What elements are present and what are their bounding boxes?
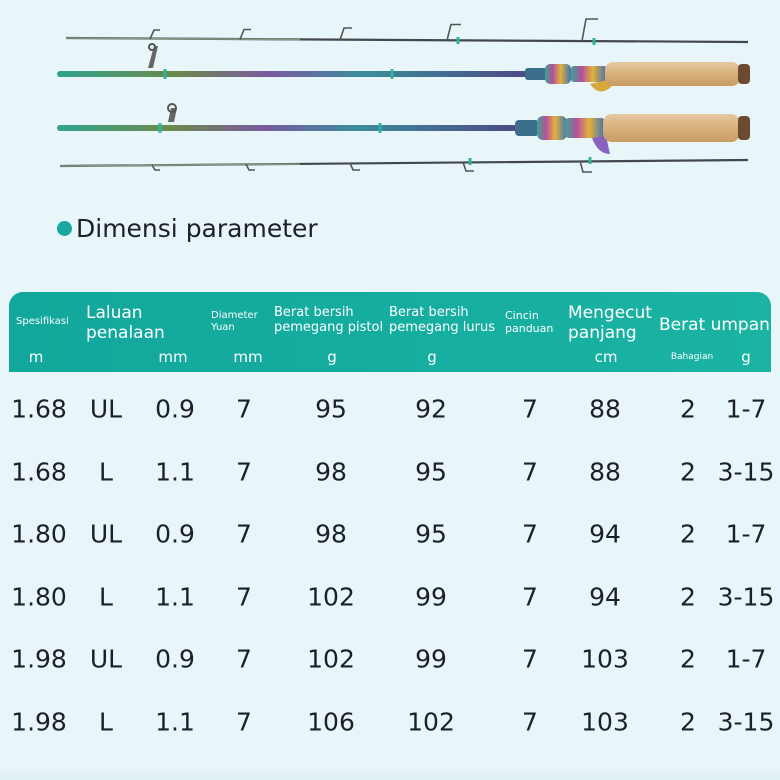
cell-col-9-range: 3-15 bbox=[717, 707, 775, 737]
unit-berat-lurus: g bbox=[427, 348, 437, 366]
table-row: 1.98 L 1.1 7 106 102 7 103 2 3-15 bbox=[0, 691, 780, 754]
cell-spesifikasi: 1.98 bbox=[11, 707, 67, 737]
header-mengecut-panjang: Mengecut panjang bbox=[568, 303, 652, 343]
cell-col-9-range: 1-7 bbox=[725, 394, 767, 424]
cell-bahagian: 94 bbox=[589, 582, 621, 612]
cell-berat-umpan: 2 bbox=[680, 644, 696, 674]
cell-col-9-range: 3-15 bbox=[717, 457, 775, 487]
cell-berat-lurus: 102 bbox=[307, 644, 355, 674]
cell-cincin: 92 bbox=[415, 394, 447, 424]
cell-bahagian: 103 bbox=[581, 707, 629, 737]
header-spesifikasi: Spesifikasi bbox=[16, 316, 69, 327]
cell-spesifikasi: 1.80 bbox=[11, 519, 67, 549]
unit-mengecut: cm bbox=[594, 348, 618, 366]
cell-laluan: L bbox=[99, 457, 113, 487]
cell-cincin: 99 bbox=[415, 644, 447, 674]
cell-diameter: 0.9 bbox=[155, 519, 195, 549]
cell-berat-umpan: 2 bbox=[680, 394, 696, 424]
cell-berat-pistol: 7 bbox=[236, 519, 252, 549]
cell-laluan: L bbox=[99, 707, 113, 737]
cell-laluan: UL bbox=[89, 644, 123, 674]
header-diameter-yuan: Diameter Yuan bbox=[211, 310, 258, 333]
cell-col-9-range: 3-15 bbox=[717, 582, 775, 612]
cell-bahagian: 88 bbox=[589, 457, 621, 487]
header-berat-lurus: Berat bersih pemegang lurus bbox=[389, 305, 495, 335]
cell-diameter: 1.1 bbox=[155, 457, 195, 487]
cell-berat-pistol: 7 bbox=[236, 394, 252, 424]
cell-spesifikasi: 1.80 bbox=[11, 582, 67, 612]
header-cincin-panduan: Cincin panduan bbox=[505, 309, 554, 335]
cell-berat-pistol: 7 bbox=[236, 707, 252, 737]
unit-spesifikasi: m bbox=[28, 348, 44, 366]
cell-spesifikasi: 1.68 bbox=[11, 394, 67, 424]
unit-berat-umpan: g bbox=[741, 348, 751, 366]
cell-spesifikasi: 1.98 bbox=[11, 644, 67, 674]
cell-berat-lurus: 95 bbox=[315, 394, 347, 424]
cell-berat-umpan: 2 bbox=[680, 707, 696, 737]
cell-berat-lurus: 102 bbox=[307, 582, 355, 612]
table-row: 1.80 UL 0.9 7 98 95 7 94 2 1-7 bbox=[0, 503, 780, 566]
cell-spesifikasi: 1.68 bbox=[11, 457, 67, 487]
cell-laluan: L bbox=[99, 582, 113, 612]
cell-diameter: 0.9 bbox=[155, 394, 195, 424]
fishing-rods-illustration bbox=[57, 18, 750, 173]
section-title-text: Dimensi parameter bbox=[76, 214, 318, 243]
cell-col-9-range: 1-7 bbox=[725, 644, 767, 674]
cell-col-9-range: 1-7 bbox=[725, 519, 767, 549]
unit-berat-pistol: g bbox=[327, 348, 337, 366]
section-title: Dimensi parameter bbox=[57, 214, 318, 243]
unit-laluan: mm bbox=[158, 348, 188, 366]
cell-berat-lurus: 106 bbox=[307, 707, 355, 737]
bullet-dot-icon bbox=[57, 221, 72, 236]
cell-mengecut: 7 bbox=[522, 394, 538, 424]
cell-bahagian: 88 bbox=[589, 394, 621, 424]
bottom-fade bbox=[0, 766, 780, 780]
cell-diameter: 1.1 bbox=[155, 707, 195, 737]
cell-bahagian: 103 bbox=[581, 644, 629, 674]
cell-diameter: 0.9 bbox=[155, 644, 195, 674]
cell-cincin: 95 bbox=[415, 457, 447, 487]
cell-cincin: 95 bbox=[415, 519, 447, 549]
cell-mengecut: 7 bbox=[522, 707, 538, 737]
header-berat-umpan: Berat umpan bbox=[659, 315, 770, 335]
cell-berat-lurus: 98 bbox=[315, 457, 347, 487]
rod-tip-section-1 bbox=[65, 18, 749, 45]
cell-berat-pistol: 7 bbox=[236, 582, 252, 612]
cell-berat-pistol: 7 bbox=[236, 644, 252, 674]
table-body: 1.68 UL 0.9 7 95 92 7 88 2 1-7 1.68 L 1.1 7 98 95 7 88 2 3-… bbox=[0, 378, 780, 753]
cell-laluan: UL bbox=[89, 519, 123, 549]
rod-butt-section-spinning bbox=[57, 43, 750, 92]
cell-mengecut: 7 bbox=[522, 457, 538, 487]
cell-berat-lurus: 98 bbox=[315, 519, 347, 549]
unit-bahagian: Bahagian bbox=[670, 352, 714, 362]
rod-tip-section-2 bbox=[59, 157, 749, 173]
table-header: Spesifikasi Laluan penalaan Diameter Yua… bbox=[9, 292, 771, 372]
table-row: 1.98 UL 0.9 7 102 99 7 103 2 1-7 bbox=[0, 628, 780, 691]
cell-berat-umpan: 2 bbox=[680, 457, 696, 487]
cell-cincin: 102 bbox=[407, 707, 455, 737]
rod-butt-section-casting bbox=[57, 103, 750, 154]
table-row: 1.68 UL 0.9 7 95 92 7 88 2 1-7 bbox=[0, 378, 780, 441]
cell-berat-pistol: 7 bbox=[236, 457, 252, 487]
cell-mengecut: 7 bbox=[522, 582, 538, 612]
cell-diameter: 1.1 bbox=[155, 582, 195, 612]
header-laluan-penalaan: Laluan penalaan bbox=[86, 303, 165, 343]
table-row: 1.80 L 1.1 7 102 99 7 94 2 3-15 bbox=[0, 566, 780, 629]
unit-diameter: mm bbox=[233, 348, 263, 366]
cell-laluan: UL bbox=[89, 394, 123, 424]
cell-berat-umpan: 2 bbox=[680, 582, 696, 612]
cell-cincin: 99 bbox=[415, 582, 447, 612]
cell-bahagian: 94 bbox=[589, 519, 621, 549]
cell-mengecut: 7 bbox=[522, 644, 538, 674]
header-berat-pistol: Berat bersih pemegang pistol bbox=[274, 305, 384, 335]
table-row: 1.68 L 1.1 7 98 95 7 88 2 3-15 bbox=[0, 441, 780, 504]
cell-mengecut: 7 bbox=[522, 519, 538, 549]
cell-berat-umpan: 2 bbox=[680, 519, 696, 549]
